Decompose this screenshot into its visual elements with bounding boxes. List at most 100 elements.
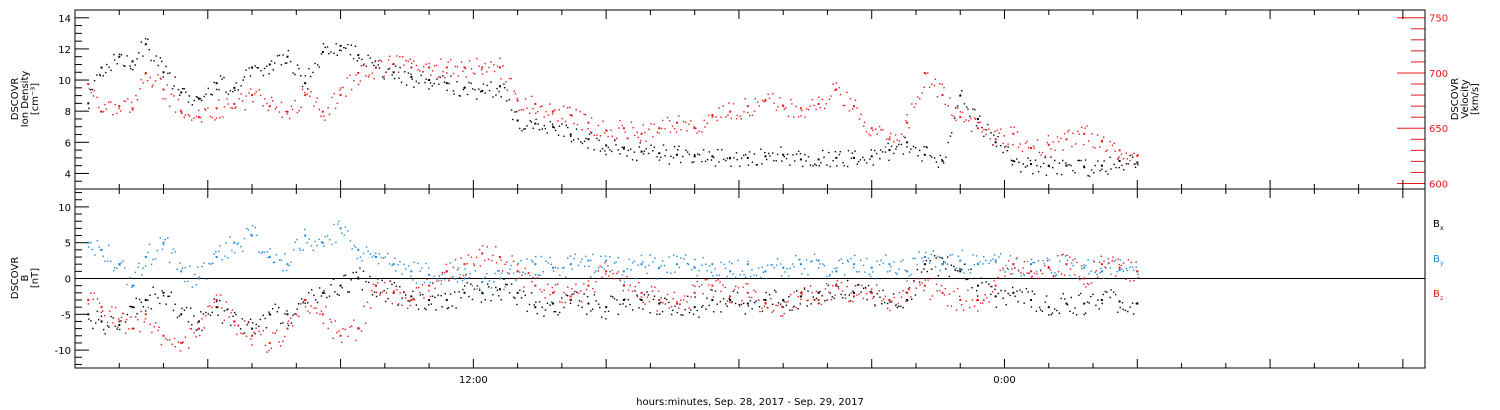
Bz-sample	[986, 297, 988, 299]
density-sample	[942, 162, 945, 164]
velocity-sample	[1052, 141, 1054, 143]
By-sample	[488, 280, 491, 282]
velocity-sample	[409, 58, 411, 61]
Bx-sample	[914, 294, 917, 296]
density-point	[286, 55, 289, 58]
By-sample	[267, 256, 269, 259]
density-sample	[1006, 150, 1008, 152]
Bx-sample	[1095, 304, 1097, 307]
velocity-sample	[1106, 149, 1108, 152]
density-sample	[809, 164, 812, 166]
velocity-sample	[775, 109, 778, 111]
Bz-sample	[742, 286, 744, 288]
density-sample	[652, 150, 654, 152]
velocity-sample	[645, 140, 647, 142]
velocity-sample	[675, 131, 678, 133]
Bx-sample	[860, 291, 862, 293]
Bz-sample	[654, 286, 656, 288]
velocity-sample	[154, 80, 157, 82]
velocity-point	[675, 121, 678, 124]
Bz-sample	[650, 286, 653, 288]
velocity-sample	[116, 112, 118, 115]
velocity-sample	[234, 107, 236, 109]
density-sample	[349, 53, 352, 56]
By-sample	[331, 243, 333, 246]
Bx-sample	[923, 268, 925, 270]
velocity-sample	[170, 93, 173, 96]
Bz-sample	[583, 283, 585, 285]
density-sample	[118, 53, 121, 55]
By-sample	[144, 265, 147, 267]
density-sample	[116, 63, 118, 65]
Bx-point	[534, 306, 537, 309]
By-sample	[672, 254, 675, 256]
Bx-sample	[514, 297, 516, 299]
By-sample	[565, 276, 567, 278]
Bx-sample	[882, 289, 884, 292]
velocity-sample	[722, 105, 724, 107]
density-sample	[698, 154, 701, 156]
By-sample	[225, 242, 227, 244]
density-sample	[829, 165, 831, 168]
velocity-sample	[589, 131, 592, 133]
velocity-sample	[664, 128, 666, 130]
velocity-sample	[351, 88, 353, 91]
velocity-sample	[199, 116, 202, 119]
velocity-sample	[965, 119, 967, 121]
density-sample	[619, 153, 621, 155]
By-point	[853, 263, 856, 266]
density-sample	[717, 148, 719, 151]
right-tick-label: 750	[1429, 14, 1448, 25]
density-sample	[298, 67, 300, 70]
Bz-sample	[1022, 267, 1024, 269]
velocity-sample	[558, 109, 561, 111]
density-sample	[1115, 166, 1117, 169]
velocity-sample	[447, 61, 449, 63]
Bz-sample	[403, 290, 405, 293]
Bz-sample	[102, 310, 104, 312]
Bx-sample	[1000, 289, 1002, 292]
velocity-sample	[291, 108, 294, 111]
Bx-sample	[149, 294, 151, 297]
density-sample	[1007, 146, 1009, 148]
density-sample	[629, 148, 632, 150]
density-sample	[1121, 164, 1123, 167]
velocity-sample	[886, 138, 888, 140]
density-sample	[229, 90, 232, 92]
By-sample	[314, 240, 316, 243]
velocity-sample	[718, 107, 720, 109]
Bz-sample	[1037, 277, 1040, 280]
Bz-sample	[114, 306, 117, 309]
density-sample	[1099, 170, 1101, 172]
velocity-point	[569, 113, 572, 116]
Bz-sample	[243, 320, 246, 322]
Bz-sample	[242, 333, 244, 335]
Bx-sample	[227, 308, 229, 310]
By-sample	[198, 276, 201, 278]
Bz-sample	[715, 280, 717, 282]
By-sample	[506, 271, 509, 274]
Bx-sample	[941, 257, 944, 260]
velocity-sample	[851, 108, 854, 110]
Bx-sample	[771, 303, 774, 306]
density-sample	[181, 87, 184, 90]
By-point	[906, 270, 909, 273]
Bz-sample	[462, 274, 465, 277]
density-sample	[617, 149, 620, 151]
By-sample	[605, 255, 607, 257]
Bx-sample	[399, 285, 401, 288]
Bz-sample	[221, 307, 223, 309]
By-sample	[889, 270, 891, 272]
Bx-sample	[234, 311, 236, 314]
By-sample	[141, 274, 143, 276]
density-sample	[908, 151, 911, 153]
Bx-sample	[120, 320, 122, 322]
By-sample	[549, 256, 551, 259]
Bx-sample	[365, 280, 367, 283]
By-sample	[1050, 271, 1053, 274]
Bx-sample	[652, 298, 655, 301]
density-sample	[893, 152, 895, 155]
Bz-point	[764, 302, 767, 305]
Bx-sample	[967, 278, 969, 280]
Bx-point	[410, 295, 413, 298]
